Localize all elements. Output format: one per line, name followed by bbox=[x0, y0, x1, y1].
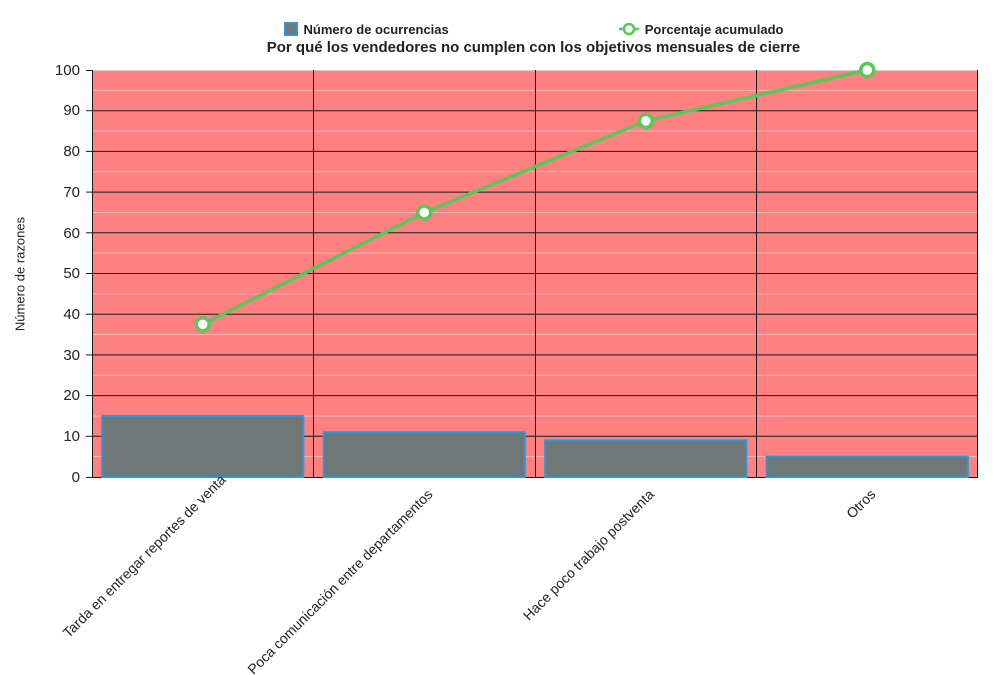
svg-text:0: 0 bbox=[72, 469, 80, 486]
svg-text:10: 10 bbox=[63, 428, 80, 445]
svg-text:80: 80 bbox=[63, 143, 80, 160]
svg-text:70: 70 bbox=[63, 184, 80, 201]
svg-text:40: 40 bbox=[63, 306, 80, 323]
svg-text:50: 50 bbox=[63, 265, 80, 282]
svg-text:20: 20 bbox=[63, 387, 80, 404]
svg-text:60: 60 bbox=[63, 225, 80, 242]
svg-text:30: 30 bbox=[63, 347, 80, 364]
svg-text:100: 100 bbox=[55, 62, 80, 79]
svg-text:90: 90 bbox=[63, 102, 80, 119]
